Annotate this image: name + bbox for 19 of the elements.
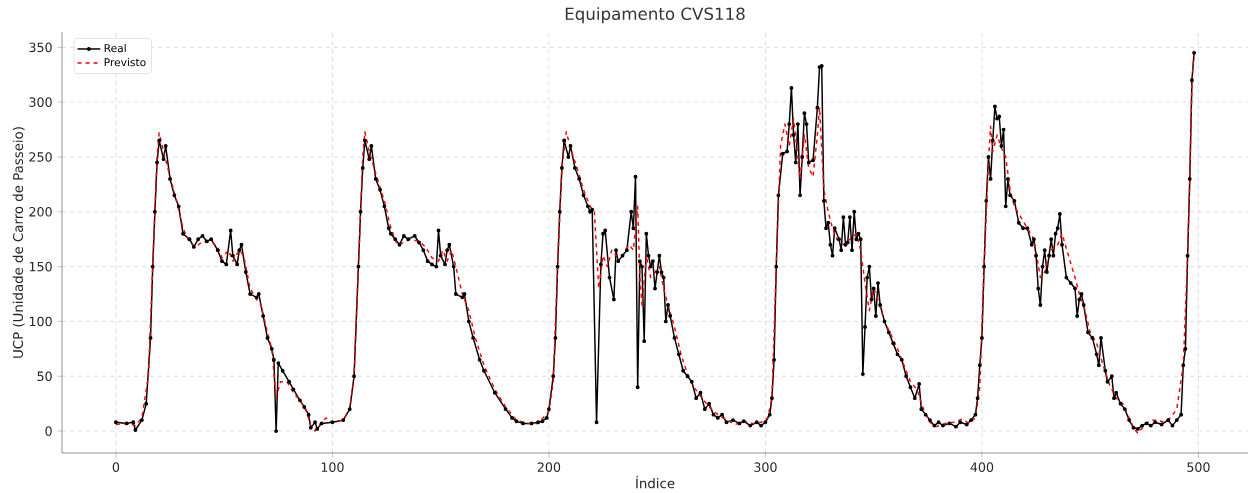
x-tick-label: 300 bbox=[754, 462, 777, 472]
x-axis-title: Índice bbox=[636, 475, 675, 489]
x-tick-label: 0 bbox=[112, 462, 120, 472]
y-tick-label: 50 bbox=[37, 371, 52, 382]
y-tick-label: 300 bbox=[29, 97, 52, 107]
x-tick-label: 400 bbox=[970, 462, 994, 472]
y-tick-label: 200 bbox=[29, 207, 52, 217]
y-tick-label: 250 bbox=[29, 152, 52, 162]
legend-label: Real bbox=[104, 43, 126, 53]
x-tick-label: 100 bbox=[321, 462, 344, 472]
y-tick-label: 0 bbox=[45, 426, 52, 436]
y-tick-label: 150 bbox=[29, 261, 52, 272]
chart-title: Equipamento CVS118 bbox=[565, 7, 745, 24]
x-tick-label: 500 bbox=[1187, 462, 1210, 472]
legend-label: Previsto bbox=[104, 58, 146, 67]
y-tick-label: 100 bbox=[29, 316, 52, 327]
x-tick-label: 200 bbox=[537, 462, 561, 472]
y-tick-label: 350 bbox=[29, 42, 52, 53]
y-axis-title: UCP (Unidade de Carro de Passeio) bbox=[12, 127, 25, 358]
